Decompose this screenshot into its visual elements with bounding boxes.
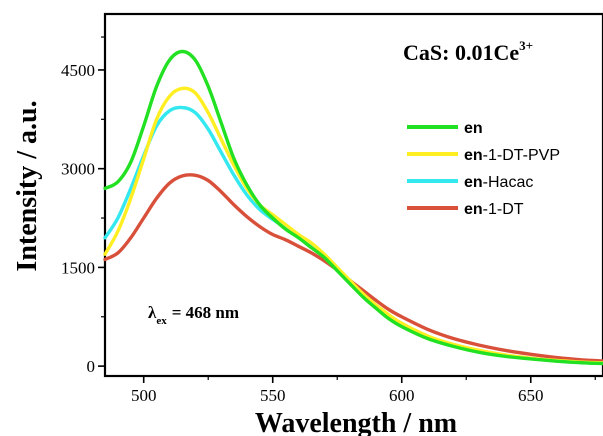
- legend-label: en: [464, 120, 483, 137]
- x-tick-label: 500: [131, 386, 157, 405]
- y-axis-title: Intensity / a.u.: [12, 100, 43, 271]
- legend-label: en-1-DT-PVP: [464, 147, 560, 164]
- series-line-en-1-dt: [103, 173, 603, 363]
- legend-label: en-1-DT: [464, 201, 524, 218]
- excitation-lambda: λ: [148, 303, 157, 322]
- legend: en en-1-DT-PVP en-Hacac en-1-DT: [407, 120, 560, 218]
- series-line-en: [103, 49, 603, 366]
- series-line-en-1-dt-pvp: [103, 86, 603, 365]
- series-layer: [103, 49, 603, 366]
- x-tick-label: 650: [518, 386, 544, 405]
- tick-labels: 0 1500 3000 4500 500 550 600 650: [61, 61, 544, 405]
- y-tick-label: 1500: [61, 258, 95, 277]
- ticks-layer: [98, 36, 596, 383]
- legend-label: en-Hacac: [464, 174, 533, 191]
- composition-main: CaS: 0.01Ce: [403, 40, 519, 65]
- x-tick-label: 600: [389, 386, 415, 405]
- chart-annotation-composition: CaS: 0.01Ce3+: [403, 38, 533, 65]
- y-tick-label: 4500: [61, 61, 95, 80]
- excitation-subscript: ex: [156, 315, 167, 327]
- x-axis-title: Wavelength / nm: [255, 408, 457, 436]
- y-tick-label: 0: [87, 357, 96, 376]
- x-tick-label: 550: [260, 386, 286, 405]
- composition-superscript: 3+: [519, 38, 533, 53]
- excitation-value: = 468 nm: [172, 303, 239, 322]
- y-tick-label: 3000: [61, 160, 95, 179]
- plot-frame: [103, 12, 603, 378]
- series-line-en-hacac: [103, 105, 603, 365]
- excitation-annotation: λex = 468 nm: [148, 303, 239, 327]
